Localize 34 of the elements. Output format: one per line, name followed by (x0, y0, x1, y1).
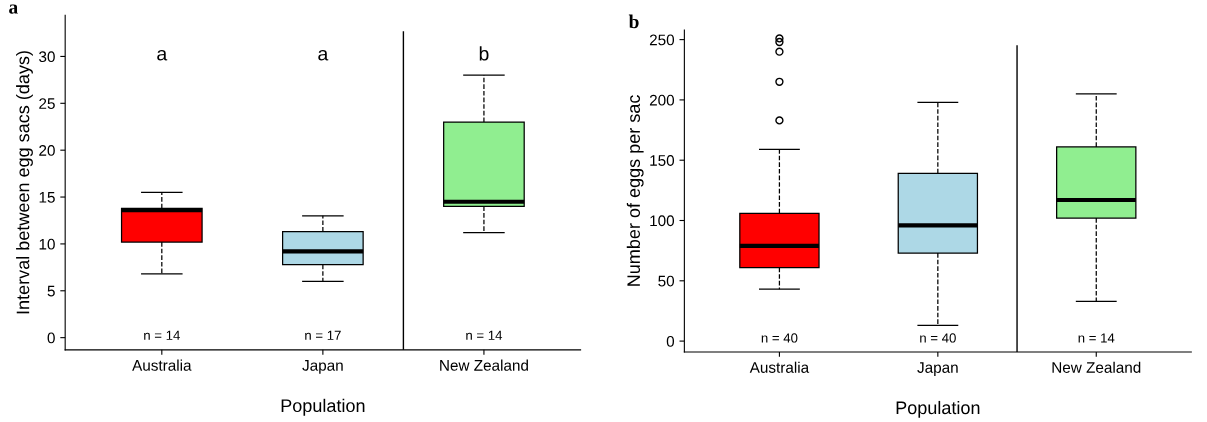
y-tick-label: 10 (39, 238, 55, 250)
x-tick-label: Australia (132, 359, 192, 371)
annotation: n = 17 (305, 330, 341, 340)
annotation: n = 40 (761, 333, 798, 343)
y-axis-title: Interval between egg sacs (days) (16, 51, 33, 314)
y-tick-label: 100 (650, 215, 675, 227)
x-tick-label: Japan (302, 360, 343, 374)
y-tick-label: 30 (39, 51, 55, 63)
annotation: n = 14 (144, 330, 180, 340)
y-tick-label: 20 (39, 145, 55, 156)
y-tick-label: 5 (47, 285, 55, 297)
annotation: a (318, 49, 329, 61)
y-tick-label: 150 (650, 155, 675, 166)
y-tick-label: 50 (658, 275, 675, 287)
y-axis-title: Number of eggs per sac (626, 95, 644, 286)
annotation: a (157, 49, 168, 61)
x-tick-label: Japan (917, 362, 958, 376)
y-tick-label: 200 (649, 94, 675, 106)
x-tick-label: New Zealand (1052, 361, 1141, 373)
y-tick-label: 15 (39, 192, 55, 203)
annotation: n = 14 (466, 330, 503, 340)
x-tick-label: Australia (749, 361, 810, 373)
x-tick-label: New Zealand (440, 359, 528, 371)
annotation: n = 14 (1078, 333, 1115, 343)
y-tick-label: 25 (39, 98, 55, 109)
x-axis-title: Population (896, 400, 980, 418)
chart-title: b (628, 14, 639, 29)
y-tick-label: 250 (649, 34, 675, 46)
annotation: n = 40 (920, 333, 956, 343)
x-axis-title: Population (281, 398, 365, 416)
chart-title: a (9, 4, 18, 14)
y-tick-label: 0 (47, 332, 55, 344)
y-tick-label: 0 (666, 335, 675, 347)
annotation: b (479, 46, 489, 61)
